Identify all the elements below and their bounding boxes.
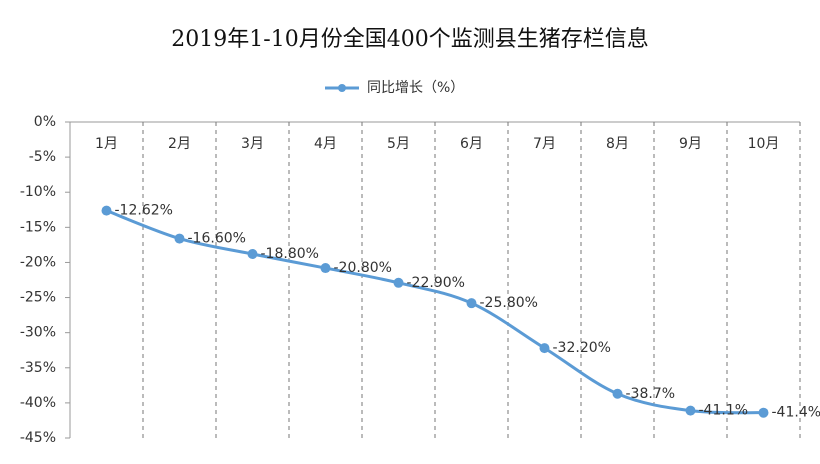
data-label: -12.62% — [115, 203, 173, 219]
data-label: -25.80% — [480, 295, 538, 311]
y-tick-label: -20% — [20, 254, 56, 270]
x-tick-label: 5月 — [387, 136, 410, 152]
data-label: -18.80% — [261, 246, 319, 262]
data-point — [320, 263, 331, 274]
x-tick-label: 7月 — [533, 136, 556, 152]
series-line — [105, 209, 764, 415]
data-label: -20.80% — [334, 260, 392, 276]
y-tick-label: -35% — [20, 360, 56, 376]
x-tick-label: 8月 — [606, 136, 629, 152]
data-point — [101, 205, 112, 216]
data-point — [758, 407, 769, 418]
x-tick-label: 2月 — [168, 136, 191, 152]
y-tick-label: -5% — [29, 149, 56, 165]
x-tick-label: 1月 — [95, 136, 118, 152]
y-tick-label: -45% — [20, 430, 56, 446]
data-point — [539, 343, 550, 354]
data-label: -22.90% — [407, 275, 465, 291]
legend-label: 同比增长（%） — [367, 80, 464, 96]
data-label: -41.4% — [772, 405, 820, 421]
y-tick-label: 0% — [34, 114, 56, 130]
data-label: -16.60% — [188, 231, 246, 247]
data-point — [174, 233, 185, 244]
data-point — [247, 249, 258, 260]
y-tick-label: -15% — [20, 219, 56, 235]
x-tick-label: 4月 — [314, 136, 337, 152]
chart-title: 2019年1-10月份全国400个监测县生猪存栏信息 — [171, 27, 648, 52]
y-tick-label: -25% — [20, 290, 56, 306]
data-label: -38.7% — [626, 386, 676, 402]
data-point — [466, 298, 477, 309]
y-tick-label: -30% — [20, 325, 56, 341]
data-point — [685, 405, 696, 416]
data-label: -41.1% — [699, 403, 749, 419]
x-tick-label: 10月 — [748, 136, 780, 152]
legend-marker — [338, 84, 346, 92]
data-point — [612, 388, 623, 399]
data-point — [393, 277, 404, 288]
y-tick-label: -10% — [20, 184, 56, 200]
y-tick-label: -40% — [20, 395, 56, 411]
data-label: -32.20% — [553, 340, 611, 356]
x-tick-label: 9月 — [679, 136, 702, 152]
x-tick-label: 3月 — [241, 136, 264, 152]
x-tick-label: 6月 — [460, 136, 483, 152]
